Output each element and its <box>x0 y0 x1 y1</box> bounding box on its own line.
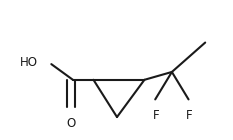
Text: O: O <box>66 117 75 130</box>
Text: F: F <box>186 109 193 122</box>
Text: HO: HO <box>20 56 38 69</box>
Text: F: F <box>153 109 160 122</box>
